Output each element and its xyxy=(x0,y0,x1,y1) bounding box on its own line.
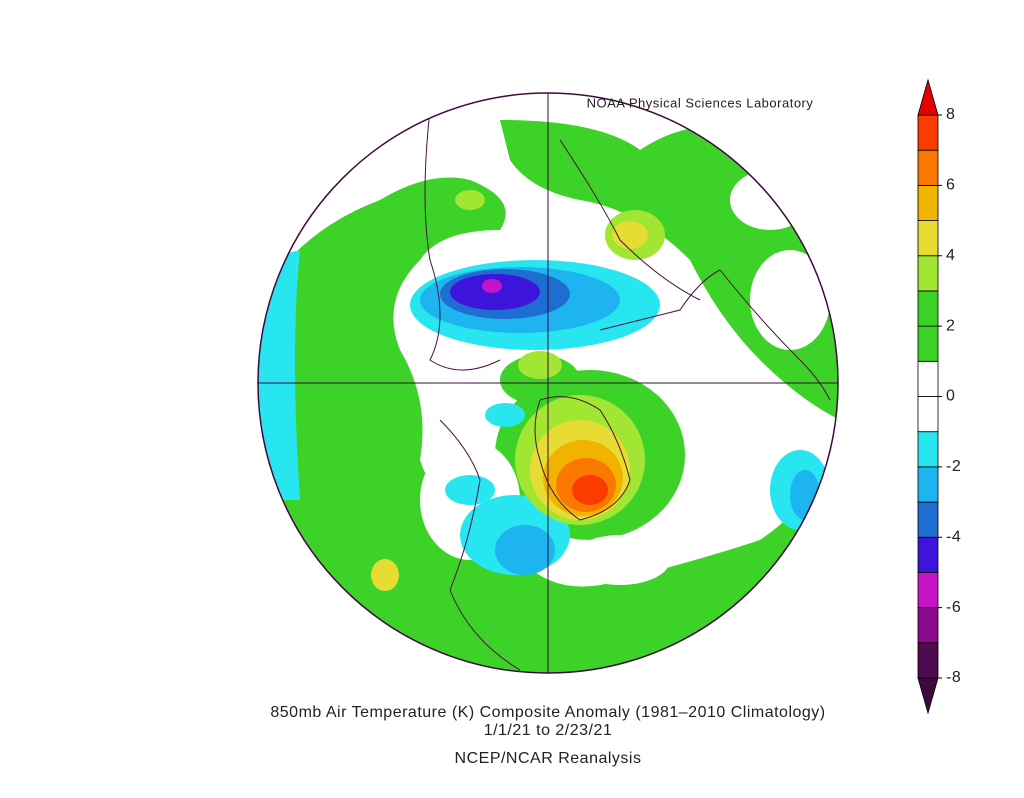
date-range: 1/1/21 to 2/23/21 xyxy=(484,722,613,739)
colorbar-extend-low xyxy=(917,677,939,715)
colorbar-segment xyxy=(917,466,939,503)
colorbar-segment xyxy=(917,360,939,397)
colorbar-segment xyxy=(917,642,939,679)
colorbar-segment xyxy=(917,184,939,221)
colorbar-segment xyxy=(917,114,939,151)
colorbar-segment xyxy=(917,536,939,573)
colorbar-segment xyxy=(917,607,939,644)
map-border xyxy=(257,92,839,674)
source: NCEP/NCAR Reanalysis xyxy=(455,750,642,767)
colorbar-segment xyxy=(917,396,939,433)
credit: NOAA Physical Sciences Laboratory xyxy=(587,95,814,110)
colorbar-tick-label: 8 xyxy=(946,106,955,123)
colorbar-segment xyxy=(917,149,939,186)
colorbar-tick-label: -2 xyxy=(946,458,961,475)
map-title: 850mb Air Temperature (K) Composite Anom… xyxy=(270,704,825,721)
colorbar-tick-label: -6 xyxy=(946,599,961,616)
colorbar-tick-label: 6 xyxy=(946,177,955,194)
colorbar-tick-label: 2 xyxy=(946,317,955,334)
colorbar-segment xyxy=(917,290,939,327)
colorbar: 8 6 4 2 0 -2 -4 -6 -8 xyxy=(917,78,961,715)
colorbar-tick-label: -4 xyxy=(946,528,961,545)
colorbar-segment xyxy=(917,325,939,362)
colorbar-tick-label: 0 xyxy=(946,388,955,405)
colorbar-extend-high xyxy=(917,78,939,116)
colorbar-segment xyxy=(917,572,939,609)
colorbar-segment xyxy=(917,220,939,257)
colorbar-tick-label: 4 xyxy=(946,247,955,264)
colorbar-segment xyxy=(917,431,939,468)
colorbar-segment xyxy=(917,501,939,538)
colorbar-segment xyxy=(917,255,939,292)
colorbar-tick-label: -8 xyxy=(946,669,961,686)
map xyxy=(258,93,838,673)
